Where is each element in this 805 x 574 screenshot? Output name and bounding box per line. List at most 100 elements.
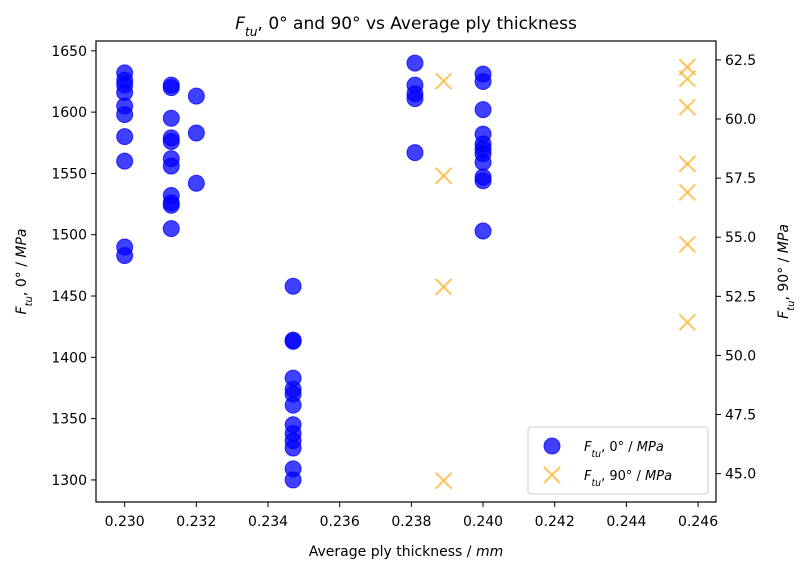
data-point-x xyxy=(678,235,697,254)
y-left-axis-label-subscript: tu xyxy=(24,296,35,306)
legend-label-text: , 0° / xyxy=(601,440,637,455)
legend-label-unit: MPa xyxy=(645,469,672,484)
data-point-x xyxy=(678,313,697,332)
legend-label: Ftu, 0° / MPa xyxy=(584,440,664,460)
x-marker-stroke xyxy=(434,472,453,490)
data-point-circle xyxy=(187,124,205,142)
y-right-tick-label: 55.0 xyxy=(725,230,756,246)
x-tick-label: 0.244 xyxy=(606,514,646,530)
legend-label-subscript: tu xyxy=(591,478,601,489)
chart-labels: Ftu, 0° and 90° vs Average ply thickness… xyxy=(14,14,797,560)
x-axis-label: Average ply thickness / mm xyxy=(309,544,503,560)
y-right-axis-label-symbol: F xyxy=(776,310,792,319)
data-point-x xyxy=(678,155,697,173)
data-point-circle xyxy=(162,157,180,175)
y-right-axis-label: Ftu, 90° / MPa xyxy=(776,224,797,319)
x-marker-stroke xyxy=(678,98,697,116)
data-point-circle xyxy=(116,128,134,146)
legend-label-symbol: F xyxy=(584,469,592,484)
x-tick-label: 0.230 xyxy=(105,514,145,530)
x-marker-stroke xyxy=(434,278,453,296)
data-point-x xyxy=(678,183,697,202)
x-marker-stroke xyxy=(678,70,697,88)
legend-label-subscript: tu xyxy=(591,449,601,460)
data-point-x xyxy=(678,98,697,116)
x-marker-stroke xyxy=(678,155,697,173)
x-marker-stroke xyxy=(434,167,453,185)
x-tick-label: 0.232 xyxy=(176,514,216,530)
data-point-circle xyxy=(284,277,302,295)
data-point-circle xyxy=(187,87,205,105)
y-left-axis-label: Ftu, 0° / MPa xyxy=(14,229,35,315)
y-left-axis-label-text: , 0° / xyxy=(14,258,30,296)
y-left-tick-label: 1550 xyxy=(51,166,87,182)
x-tick-label: 0.240 xyxy=(463,514,503,530)
data-point-circle xyxy=(406,144,424,162)
x-marker-stroke xyxy=(543,466,561,484)
data-point-circle xyxy=(284,471,302,489)
chart-title-text: , 0° and 90° vs Average ply thickness xyxy=(258,14,577,34)
data-point-circle xyxy=(116,152,134,170)
data-point-x xyxy=(434,278,453,296)
data-point-circle xyxy=(474,172,492,190)
y-right-tick-label: 50.0 xyxy=(725,348,756,364)
legend-label: Ftu, 90° / MPa xyxy=(584,469,672,489)
data-point-circle xyxy=(474,72,492,90)
data-point-x xyxy=(434,72,453,90)
x-marker-stroke xyxy=(434,72,453,90)
y-left-tick-label: 1500 xyxy=(51,228,87,244)
y-left-tick-label: 1300 xyxy=(51,473,87,489)
y-left-tick-label: 1350 xyxy=(51,412,87,428)
data-point-circle xyxy=(162,220,180,238)
y-right-tick-label: 45.0 xyxy=(725,467,756,483)
data-point-circle xyxy=(474,101,492,119)
data-point-circle xyxy=(187,174,205,192)
y-right-tick-label: 57.5 xyxy=(725,171,756,187)
y-right-tick-label: 47.5 xyxy=(725,408,756,424)
y-left-tick-label: 1400 xyxy=(51,350,87,366)
y-left-tick-label: 1600 xyxy=(51,105,87,121)
y-right-axis-label-unit: MPa xyxy=(776,224,792,253)
x-tick-label: 0.236 xyxy=(320,514,360,530)
data-point-circle xyxy=(406,90,424,108)
y-right-axis-label-subscript: tu xyxy=(786,301,797,311)
x-tick-label: 0.238 xyxy=(391,514,431,530)
data-point-circle xyxy=(284,396,302,414)
x-axis-label-unit: mm xyxy=(476,544,503,560)
chart-title-subscript: tu xyxy=(245,25,258,39)
data-point-x xyxy=(434,472,453,490)
y-right-tick-label: 62.5 xyxy=(725,53,756,69)
data-point-circle xyxy=(284,332,302,350)
data-marks xyxy=(116,54,697,490)
data-point-circle xyxy=(116,106,134,124)
data-point-circle xyxy=(116,247,134,265)
legend-label-unit: MPa xyxy=(637,440,664,455)
y-left-axis-label-symbol: F xyxy=(14,305,30,314)
data-point-circle xyxy=(162,133,180,151)
x-tick-label: 0.246 xyxy=(678,514,718,530)
x-marker-stroke xyxy=(678,183,697,202)
y-right-tick-label: 60.0 xyxy=(725,112,756,128)
data-point-circle xyxy=(406,54,424,72)
chart-title-symbol: F xyxy=(235,14,245,34)
data-point-circle xyxy=(474,153,492,171)
plot-frame xyxy=(95,40,717,503)
legend-label-text: , 90° / xyxy=(601,469,645,484)
x-tick-label: 0.242 xyxy=(535,514,575,530)
y-right-tick-label: 52.5 xyxy=(725,289,756,305)
legend-marker-x xyxy=(543,466,561,484)
x-axis-label-text: Average ply thickness / xyxy=(309,544,476,560)
data-point-circle xyxy=(284,439,302,457)
data-point-circle xyxy=(162,196,180,214)
data-point-x xyxy=(678,70,697,88)
y-right-axis-label-text: , 90° / xyxy=(776,253,792,300)
data-point-circle xyxy=(162,79,180,97)
axes: 0.230 0.232 0.234 0.236 0.238 0.240 0.242 0.244… xyxy=(51,40,756,530)
x-marker-stroke xyxy=(678,313,697,332)
legend-box xyxy=(527,426,709,495)
x-marker-stroke xyxy=(678,235,697,254)
y-left-tick-label: 1650 xyxy=(51,44,87,60)
x-tick-label: 0.234 xyxy=(248,514,288,530)
